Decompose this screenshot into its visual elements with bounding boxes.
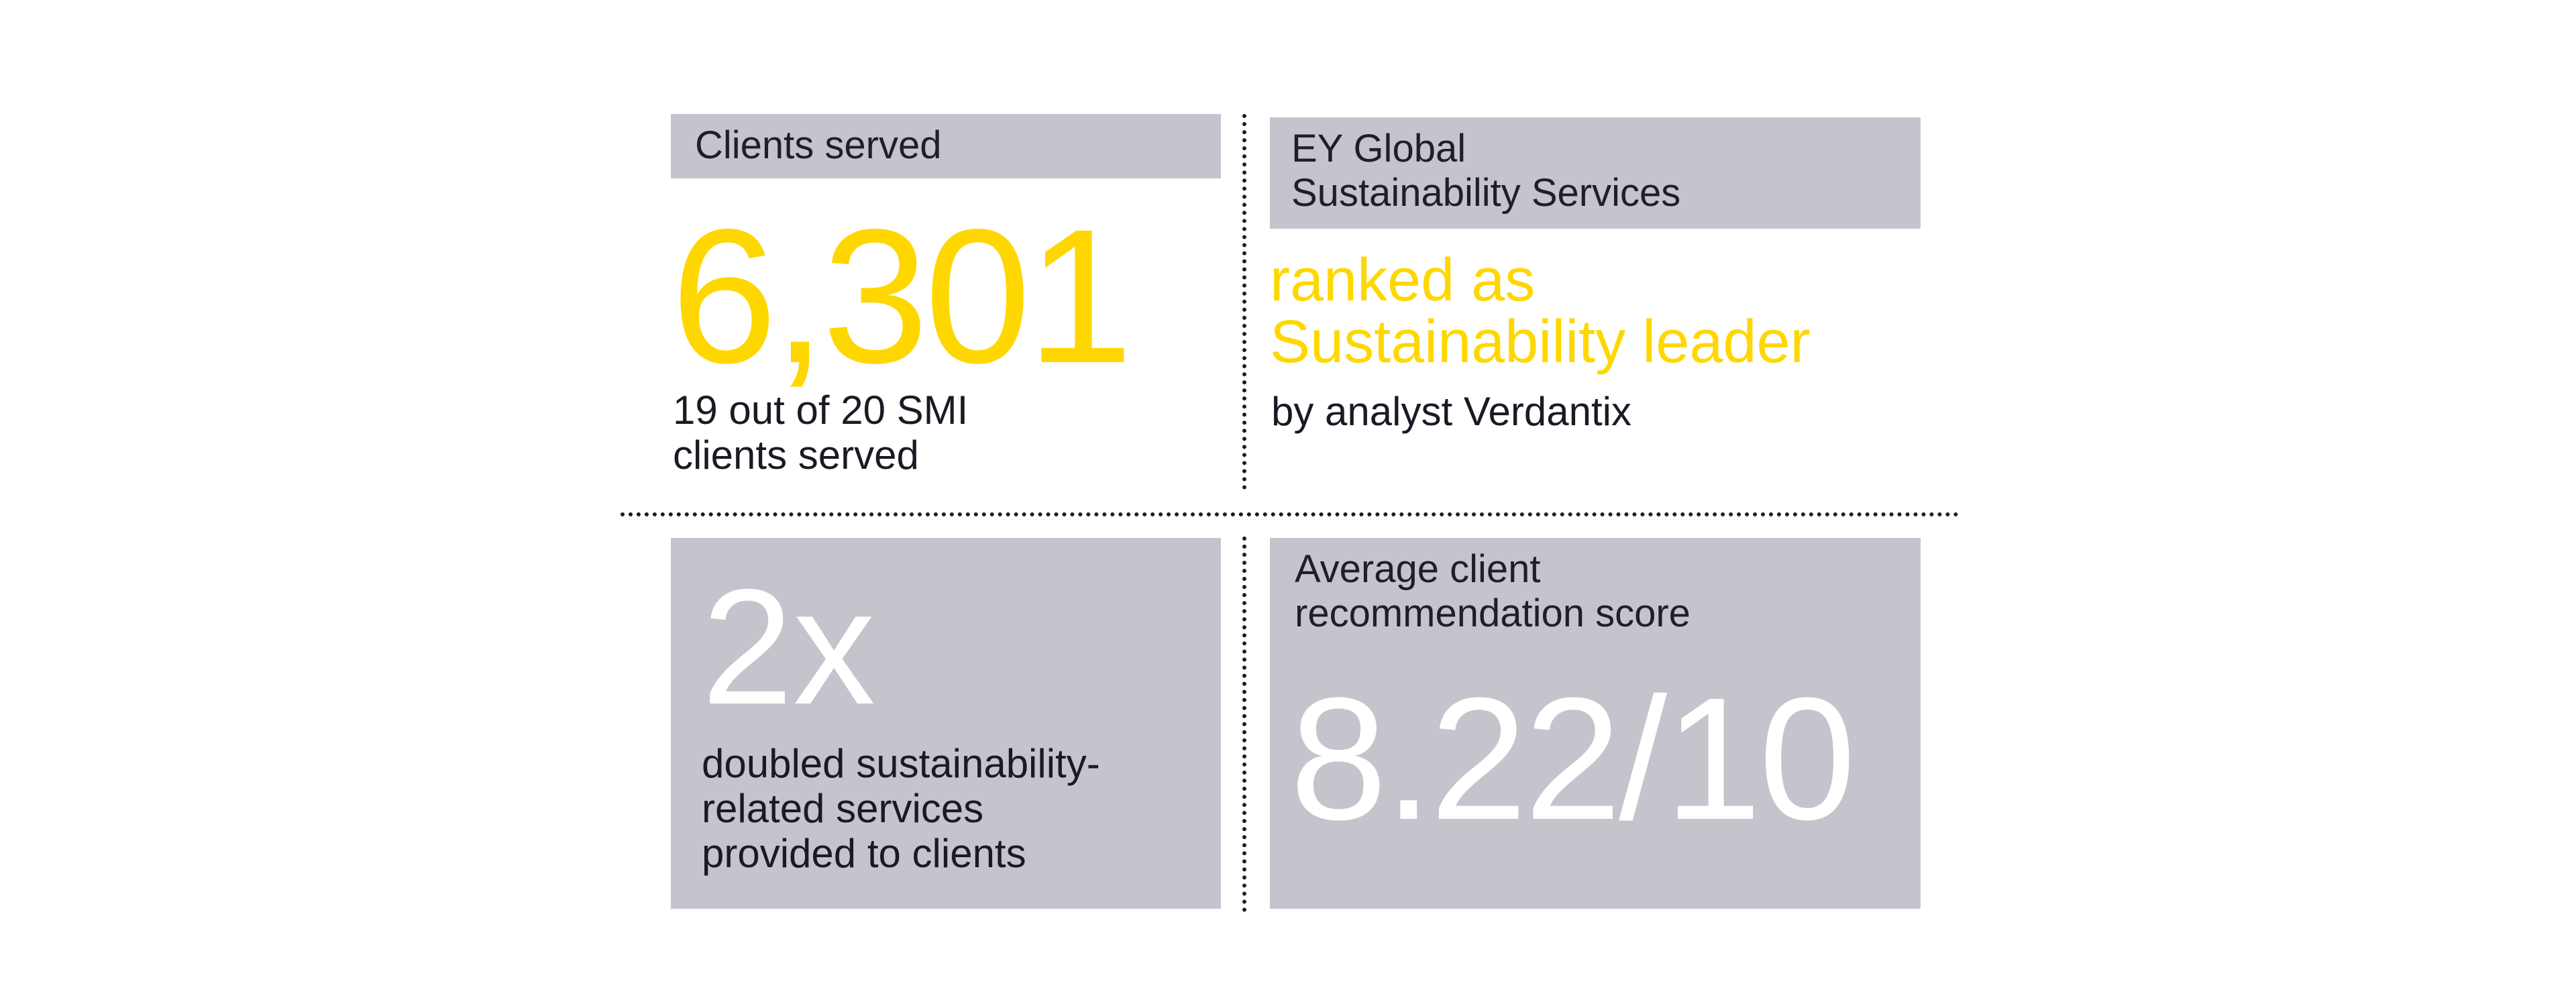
clients-label: Clients served <box>695 123 942 167</box>
score-value: 8.22/10 <box>1290 662 1856 856</box>
score-label: Average client recommendation score <box>1295 547 1690 635</box>
vertical-divider-bottom <box>1242 537 1246 912</box>
ranking-label: EY Global Sustainability Services <box>1291 127 1681 215</box>
growth-value: 2x <box>702 555 875 738</box>
growth-panel: 2x doubled sustainability- related servi… <box>671 538 1221 909</box>
ranking-note: by analyst Verdantix <box>1271 389 1631 434</box>
clients-note: 19 out of 20 SMI clients served <box>673 388 969 478</box>
growth-note: doubled sustainability- related services… <box>702 741 1100 876</box>
horizontal-divider <box>621 512 1959 516</box>
clients-label-box: Clients served <box>671 114 1221 178</box>
vertical-divider-top <box>1242 114 1246 490</box>
clients-value: 6,301 <box>671 190 1133 403</box>
score-panel: Average client recommendation score 8.22… <box>1270 538 1921 909</box>
ranking-label-box: EY Global Sustainability Services <box>1270 117 1921 229</box>
ranking-headline: ranked as Sustainability leader <box>1270 247 1811 376</box>
